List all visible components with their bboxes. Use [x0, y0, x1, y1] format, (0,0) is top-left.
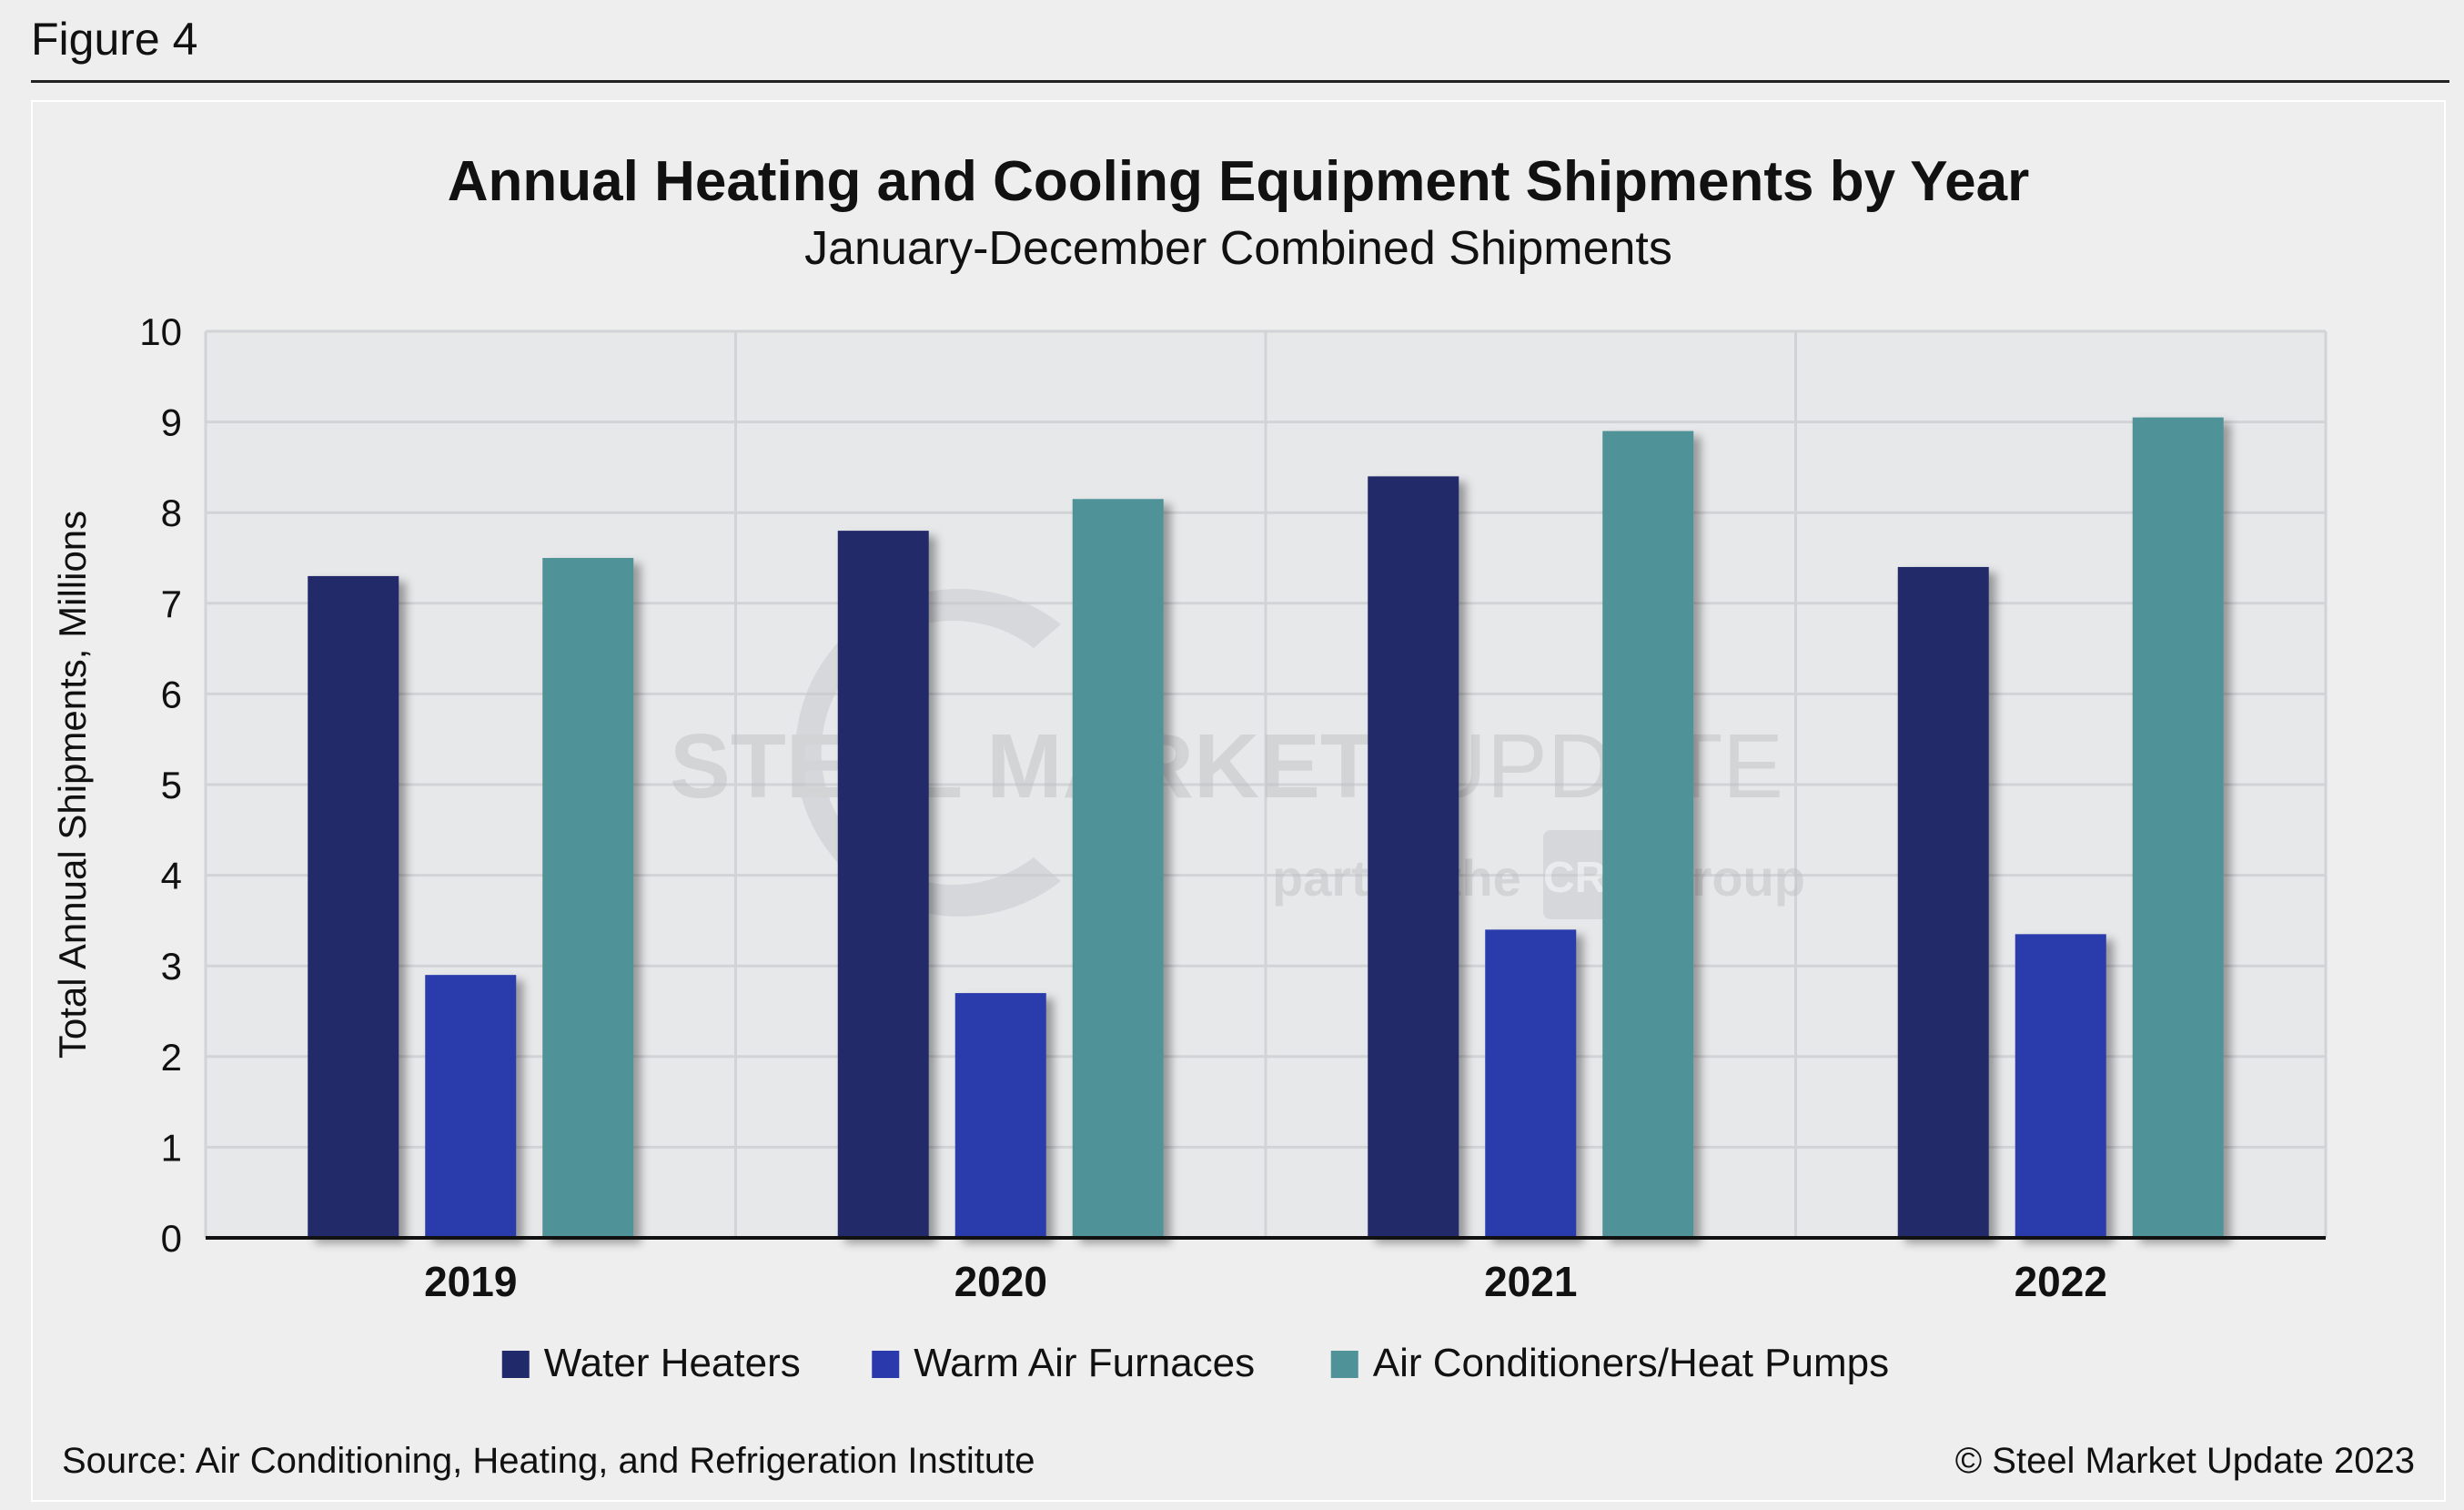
- legend-label-ac-heat-pumps: Air Conditioners/Heat Pumps: [1373, 1341, 1889, 1385]
- bars: [308, 417, 2224, 1238]
- x-tick-label: 2019: [424, 1258, 517, 1305]
- bar-warm-air-furnaces-2021: [1485, 929, 1577, 1238]
- y-axis-ticks: 0 1 2 3 4 5 6 7 8 9 10: [139, 310, 182, 1260]
- source-note: Source: Air Conditioning, Heating, and R…: [62, 1441, 1035, 1481]
- bar-ac-heat-pumps-2020: [1072, 499, 1164, 1238]
- chart-panel: Annual Heating and Cooling Equipment Shi…: [31, 100, 2446, 1502]
- y-axis-label: Total Annual Shipments, Millions: [51, 511, 94, 1059]
- figure-label: Figure 4: [31, 14, 198, 65]
- x-tick-label: 2022: [2015, 1258, 2107, 1305]
- bar-water-heaters-2022: [1897, 566, 1989, 1238]
- copyright-note: © Steel Market Update 2023: [1955, 1441, 2415, 1481]
- watermark-update: UPDATE: [1421, 715, 1783, 817]
- chart-title: Annual Heating and Cooling Equipment Shi…: [448, 150, 2029, 213]
- y-tick-label: 1: [161, 1126, 182, 1169]
- y-tick-label: 4: [161, 855, 182, 897]
- bar-ac-heat-pumps-2022: [2132, 417, 2224, 1238]
- x-tick-label: 2021: [1484, 1258, 1577, 1305]
- legend-swatch-water-heaters: [501, 1351, 530, 1378]
- y-tick-label: 9: [161, 401, 182, 444]
- steel-market-update-watermark: STEEL MARKET UPDATE part of the CRU Grou…: [670, 589, 1805, 919]
- figure-divider: [31, 80, 2449, 83]
- x-tick-label: 2020: [954, 1258, 1047, 1305]
- bar-water-heaters-2019: [308, 575, 399, 1238]
- legend-label-water-heaters: Water Heaters: [544, 1341, 801, 1385]
- bar-water-heaters-2021: [1368, 476, 1459, 1238]
- y-tick-label: 3: [161, 945, 182, 988]
- bar-ac-heat-pumps-2019: [542, 558, 634, 1238]
- y-tick-label: 8: [161, 492, 182, 534]
- y-tick-label: 2: [161, 1036, 182, 1079]
- legend: Water Heaters Warm Air Furnaces Air Condit…: [501, 1341, 1889, 1385]
- legend-swatch-ac-heat-pumps: [1330, 1351, 1358, 1378]
- bar-ac-heat-pumps-2021: [1602, 431, 1694, 1238]
- y-tick-label: 10: [139, 310, 182, 353]
- y-tick-label: 0: [161, 1217, 182, 1260]
- y-tick-label: 6: [161, 673, 182, 715]
- bar-warm-air-furnaces-2020: [954, 993, 1046, 1238]
- watermark-steel-market: STEEL MARKET: [670, 715, 1376, 817]
- y-tick-label: 7: [161, 583, 182, 625]
- legend-label-warm-air-furnaces: Warm Air Furnaces: [914, 1341, 1255, 1385]
- bar-chart: Annual Heating and Cooling Equipment Shi…: [51, 150, 2415, 1481]
- bar-water-heaters-2020: [837, 531, 929, 1238]
- watermark-arc-icon: [795, 589, 1061, 917]
- legend-swatch-warm-air-furnaces: [872, 1351, 900, 1378]
- y-tick-label: 5: [161, 764, 182, 806]
- svg-text:STEEL MARKET UPDATE: STEEL MARKET UPDATE: [670, 715, 1783, 817]
- chart-subtitle: January-December Combined Shipments: [804, 222, 1672, 275]
- bar-warm-air-furnaces-2019: [425, 975, 517, 1238]
- bar-warm-air-furnaces-2022: [2015, 934, 2106, 1238]
- x-axis-ticks: 2019 2020 2021 2022: [424, 1258, 2107, 1305]
